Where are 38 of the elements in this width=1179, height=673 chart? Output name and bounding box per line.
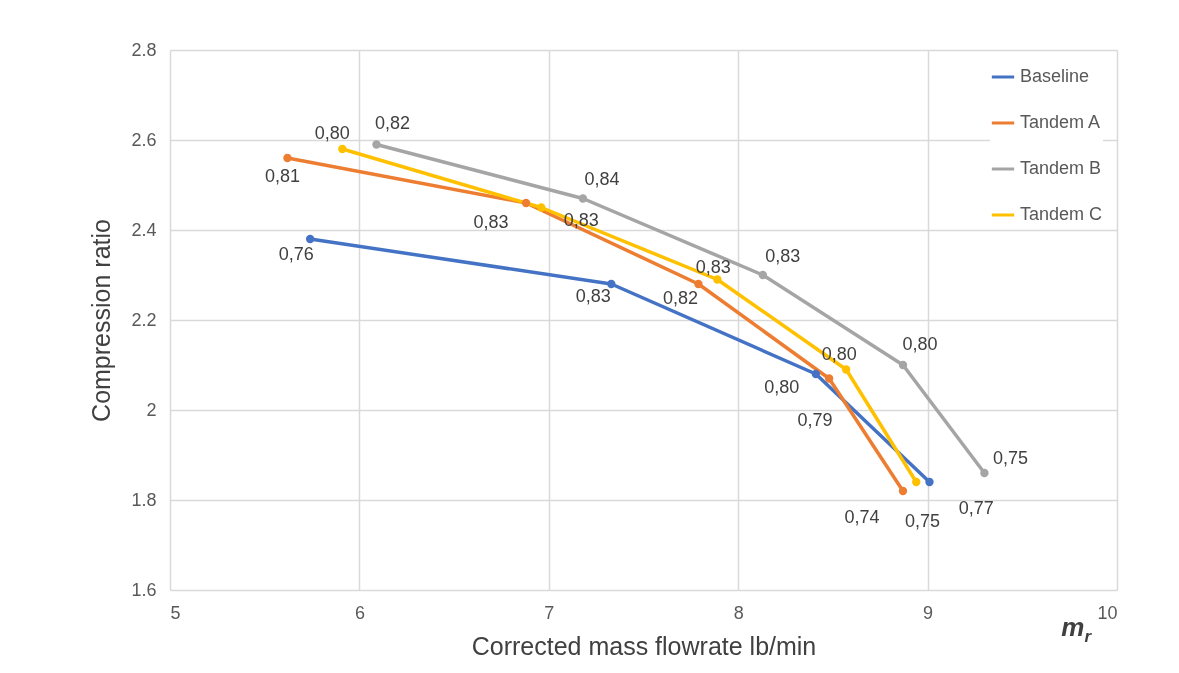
y-tick-label: 2.8 xyxy=(131,39,157,60)
annotation: 0,82 xyxy=(662,288,698,308)
annotation: 0,80 xyxy=(314,123,350,143)
y-axis-title: Compression ratio xyxy=(87,219,116,422)
x-tick-label: 7 xyxy=(544,602,555,623)
y-tick-label: 2.2 xyxy=(131,309,157,330)
annotation: 0,77 xyxy=(958,498,994,518)
annotation: 0,79 xyxy=(797,409,833,430)
legend-label: Tandem B xyxy=(1020,158,1102,178)
annotation: 0,83 xyxy=(765,246,801,266)
y-tick-label: 1.8 xyxy=(131,489,157,510)
annotation: 0,83 xyxy=(695,256,731,277)
annotation: 0,84 xyxy=(584,168,620,189)
annotation: 0,74 xyxy=(844,507,880,527)
annotation: 0,75 xyxy=(992,448,1028,468)
x-axis-title: Corrected mass flowrate lb/min xyxy=(471,631,817,660)
x-tick-label: 8 xyxy=(733,602,744,623)
x-tick-label: 5 xyxy=(170,602,181,623)
x-tick-label: 6 xyxy=(354,602,365,623)
y-tick-label: 2 xyxy=(146,399,157,420)
legend-label: Tandem C xyxy=(1020,204,1103,224)
annotation: 0,75 xyxy=(904,511,941,531)
legend-label: Baseline xyxy=(1020,66,1090,86)
annotation: 0,83 xyxy=(575,286,611,306)
annotation: 0,83 xyxy=(473,212,509,232)
y-tick-label: 2.4 xyxy=(131,219,157,240)
x-tick-label: 10 xyxy=(1097,602,1118,623)
y-tick-label: 2.6 xyxy=(131,129,157,150)
annotation: 0,80 xyxy=(821,343,857,364)
text: m$_{r}$ xyxy=(1061,612,1091,648)
annotation: 0,80 xyxy=(764,377,800,397)
annotation: 0,80 xyxy=(902,334,938,354)
x-tick-label: 9 xyxy=(923,602,934,623)
annotation: 0,82 xyxy=(374,112,410,133)
annotation: 0,76 xyxy=(278,244,314,264)
legend-label: Tandem A xyxy=(1020,112,1101,132)
annotation: 0,81 xyxy=(264,166,300,186)
y-tick-label: 1.6 xyxy=(131,579,157,600)
